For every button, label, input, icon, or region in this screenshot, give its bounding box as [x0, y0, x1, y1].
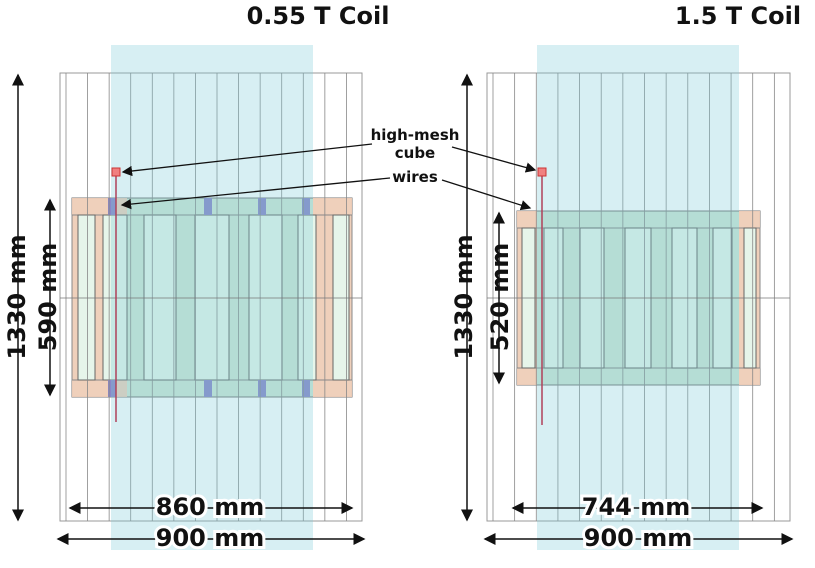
spacer	[302, 198, 310, 215]
field-band	[111, 45, 313, 550]
coil-segment	[77, 214, 96, 381]
spacer	[204, 198, 212, 215]
field-band	[537, 45, 739, 550]
coil-height-label: 590 mm	[34, 243, 62, 351]
width-label: 744 mm	[582, 493, 690, 521]
spacer	[302, 380, 310, 397]
coil-height-label: 520 mm	[486, 243, 514, 351]
spacer	[108, 198, 116, 215]
height-label: 1330 mm	[450, 234, 478, 359]
cube	[537, 167, 547, 177]
coil-segment	[143, 214, 177, 381]
wires-label: wires	[392, 168, 438, 186]
spacer	[258, 380, 266, 397]
cube-label: high-mesh cube	[370, 126, 460, 162]
title: 1.5 T Coil	[675, 2, 801, 30]
pointer	[120, 177, 391, 210]
cube	[111, 167, 121, 177]
title: 0.55 T Coil	[247, 2, 390, 30]
pointer	[441, 179, 532, 211]
pointer	[121, 143, 373, 177]
coil-segment	[332, 214, 350, 381]
spacer	[108, 380, 116, 397]
width-label: 900 mm	[584, 524, 692, 552]
width-label: 860 mm	[156, 493, 264, 521]
height-label: 1330 mm	[3, 234, 31, 359]
drawing	[12, 45, 794, 550]
spacer	[204, 380, 212, 397]
spacer	[258, 198, 266, 215]
width-label: 900 mm	[156, 524, 264, 552]
pointer	[451, 146, 537, 173]
